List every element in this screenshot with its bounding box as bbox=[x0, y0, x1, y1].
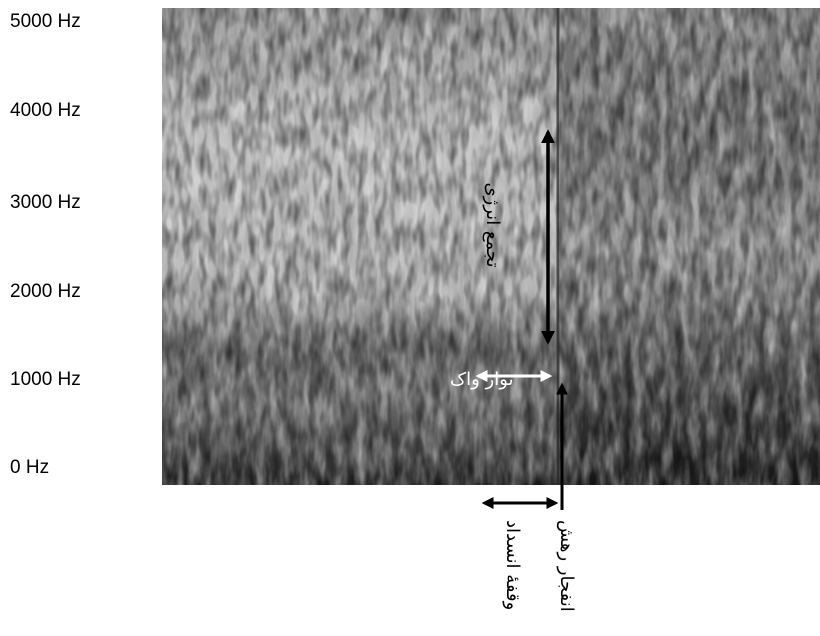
y-label: 3000 Hz bbox=[10, 192, 81, 213]
annotation: انفجار رهش bbox=[556, 520, 577, 612]
annotation: نوار واک bbox=[450, 369, 514, 390]
y-label: 5000 Hz bbox=[10, 11, 81, 32]
y-label: 4000 Hz bbox=[10, 100, 81, 121]
annotation: تجمع انرژی bbox=[482, 182, 503, 267]
y-label: 0 Hz bbox=[10, 457, 49, 478]
y-label: 2000 Hz bbox=[10, 281, 81, 302]
y-label: 1000 Hz bbox=[10, 369, 81, 390]
annotation: وقفهٔ انسداد bbox=[502, 520, 523, 610]
spectrogram bbox=[162, 8, 820, 485]
